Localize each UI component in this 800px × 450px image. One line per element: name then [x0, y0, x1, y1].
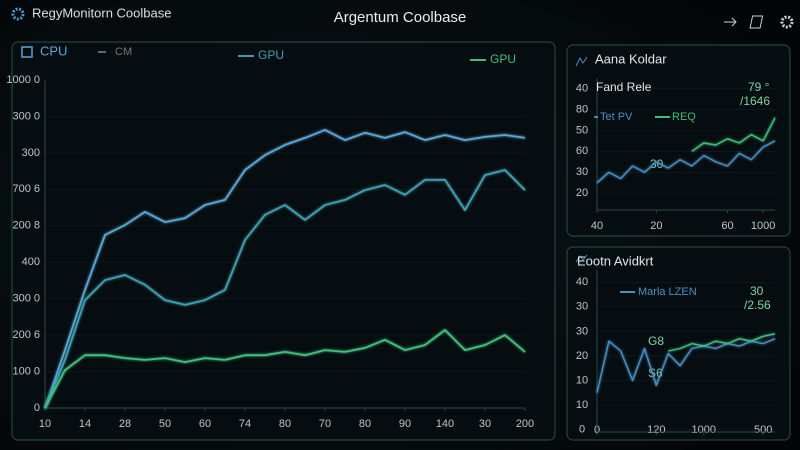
series-line — [44, 169, 526, 409]
y-tick-label: 50 — [576, 124, 588, 136]
chart-icon — [575, 254, 588, 263]
legend-label: REQ — [672, 111, 696, 123]
y-tick-label: 300 0 — [12, 110, 40, 122]
annotation: G8 — [648, 334, 664, 348]
series-line — [596, 140, 776, 184]
y-tick-label: 30 — [576, 325, 588, 337]
annotation: 30 — [650, 157, 664, 171]
panel-title: Aana Koldar — [595, 51, 667, 66]
annotation: 79 ° — [748, 80, 770, 94]
x-tick-label: 500 — [754, 424, 772, 436]
x-tick-label: 200 — [516, 418, 534, 430]
annotation: /2.56 — [744, 298, 771, 312]
y-tick-label: 200 8 — [12, 220, 40, 232]
y-tick-label: 400 — [22, 256, 40, 268]
legend-label: CM — [115, 46, 132, 58]
x-tick-label: 1000 — [751, 220, 775, 232]
x-tick-label: 80 — [279, 418, 291, 430]
y-tick-label: 10 — [576, 399, 588, 411]
y-tick-label: 300 0 — [12, 293, 40, 305]
x-tick-label: 80 — [359, 418, 371, 430]
y-tick-label: 200 6 — [12, 329, 40, 341]
cpu-icon — [21, 46, 33, 58]
y-tick-label: 20 — [576, 187, 588, 199]
y-tick-label: 60 — [576, 145, 588, 157]
x-tick-label: 1000 — [692, 424, 716, 436]
side-panel — [566, 246, 791, 441]
x-tick-label: 120 — [647, 424, 665, 436]
app-name: RegyMonitorn Coolbase — [32, 5, 171, 20]
legend-label: Tet PV — [600, 111, 633, 123]
x-tick-label: 20 — [650, 220, 662, 232]
y-tick-label: 0 — [579, 423, 585, 435]
series-line — [44, 329, 526, 409]
x-tick-label: 30 — [479, 418, 491, 430]
x-tick-label: 40 — [591, 220, 603, 232]
annotation: 30 — [750, 284, 764, 298]
y-tick-label: 20 — [576, 350, 588, 362]
y-tick-label: 10 — [576, 374, 588, 386]
x-tick-label: 50 — [159, 418, 171, 430]
annotation: /1646 — [740, 94, 770, 108]
series-line — [691, 117, 776, 152]
main-panel — [11, 41, 556, 441]
y-tick-label: 30 — [576, 301, 588, 313]
y-tick-label: 40 — [576, 82, 588, 94]
y-tick-label: 30 — [576, 166, 588, 178]
panel-title: Eootn Avidkrt — [577, 253, 654, 268]
legend-label: Marla LZEN — [638, 286, 697, 298]
x-tick-label: 10 — [39, 418, 51, 430]
x-tick-label: 90 — [399, 418, 411, 430]
y-tick-label: 300 — [22, 147, 40, 159]
series-line — [44, 129, 526, 409]
x-tick-label: 140 — [436, 418, 454, 430]
x-tick-label: 70 — [319, 418, 331, 430]
x-tick-label: 60 — [721, 220, 733, 232]
y-tick-label: 0 — [34, 402, 40, 414]
window-icon[interactable] — [749, 15, 764, 29]
legend-label: CPU — [40, 43, 67, 58]
export-icon[interactable] — [724, 17, 737, 27]
panel-subtitle: Fand Rele — [596, 80, 652, 94]
x-tick-label: 74 — [239, 418, 251, 430]
legend-label: GPU — [258, 48, 284, 62]
series-line — [668, 333, 776, 352]
page-title: Argentum Coolbase — [334, 9, 467, 26]
x-tick-label: 28 — [119, 418, 131, 430]
side-panel — [566, 44, 791, 237]
x-tick-label: 14 — [79, 418, 91, 430]
y-tick-label: 100 0 — [12, 365, 40, 377]
y-tick-label: 1000 0 — [6, 74, 40, 86]
series-line — [596, 338, 776, 393]
y-tick-label: 40 — [576, 276, 588, 288]
y-tick-label: 700 6 — [12, 183, 40, 195]
x-tick-label: 60 — [199, 418, 211, 430]
legend-label: GPU — [490, 52, 516, 66]
settings-icon[interactable] — [11, 7, 25, 21]
y-tick-label: 80 — [576, 103, 588, 115]
gear-icon[interactable] — [780, 15, 794, 29]
chart-icon — [575, 56, 588, 67]
